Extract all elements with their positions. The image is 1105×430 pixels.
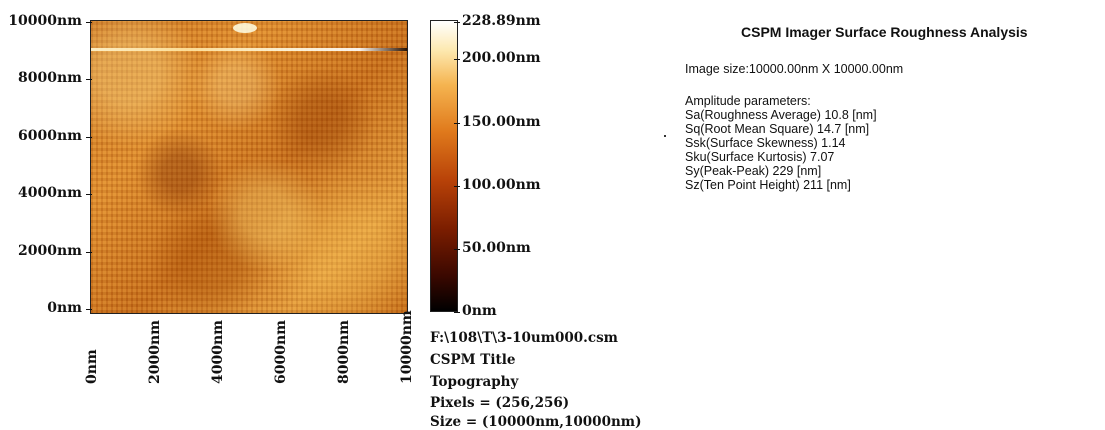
param-ssk: Ssk(Surface Skewness) 1.14 (685, 136, 846, 150)
color-scale-label: 50.00nm (454, 240, 531, 256)
report-title: CSPM Imager Surface Roughness Analysis (741, 24, 1028, 40)
x-tick: 8000nm (336, 314, 362, 384)
x-tick-label: 10000nm (399, 310, 415, 384)
x-tick-label: 0nm (84, 349, 100, 384)
x-tick: 2000nm (147, 314, 173, 384)
scan-mode: Topography (430, 374, 519, 390)
y-tick-label: 8000nm (0, 70, 92, 86)
image-title: CSPM Title (430, 352, 516, 368)
x-tick-label: 8000nm (336, 320, 352, 384)
param-sa: Sa(Roughness Average) 10.8 [nm] (685, 108, 877, 122)
y-tick-label: 4000nm (0, 185, 92, 201)
color-scale-label: 228.89nm (454, 13, 541, 29)
afm-topography-image (90, 20, 408, 314)
color-scale-label: 150.00nm (454, 114, 541, 130)
scan-size: Size = (10000nm,10000nm) (430, 414, 642, 430)
y-tick-label: 10000nm (0, 13, 92, 29)
x-tick: 4000nm (210, 314, 236, 384)
y-tick-label: 0nm (0, 300, 92, 316)
param-sq: Sq(Root Mean Square) 14.7 [nm] (685, 122, 870, 136)
x-tick: 10000nm (399, 310, 425, 384)
bright-speck (233, 23, 257, 33)
pixel-count: Pixels = (256,256) (430, 395, 570, 411)
color-scale-label: 100.00nm (454, 177, 541, 193)
image-size-text: Image size:10000.00nm X 10000.00nm (685, 62, 904, 76)
param-sz: Sz(Ten Point Height) 211 [nm] (685, 178, 851, 192)
color-scale-label: 200.00nm (454, 50, 541, 66)
height-color-scale-bar (430, 20, 458, 312)
amplitude-parameters: Amplitude parameters: Sa(Roughness Avera… (685, 94, 877, 192)
file-path: F:\108\T\3-10um000.csm (430, 330, 618, 346)
param-sy: Sy(Peak-Peak) 229 [nm] (685, 164, 822, 178)
y-tick-label: 6000nm (0, 128, 92, 144)
param-sku: Sku(Surface Kurtosis) 7.07 (685, 150, 835, 164)
x-tick-label: 2000nm (147, 320, 163, 384)
x-tick: 0nm (84, 314, 110, 384)
scan-artifact-line (91, 48, 407, 51)
x-tick-label: 6000nm (273, 320, 289, 384)
params-header: Amplitude parameters: (685, 94, 811, 108)
y-tick-label: 2000nm (0, 243, 92, 259)
x-tick: 6000nm (273, 314, 299, 384)
x-tick-label: 4000nm (210, 320, 226, 384)
color-scale-label: 0nm (454, 303, 497, 319)
stray-dot (664, 135, 666, 137)
